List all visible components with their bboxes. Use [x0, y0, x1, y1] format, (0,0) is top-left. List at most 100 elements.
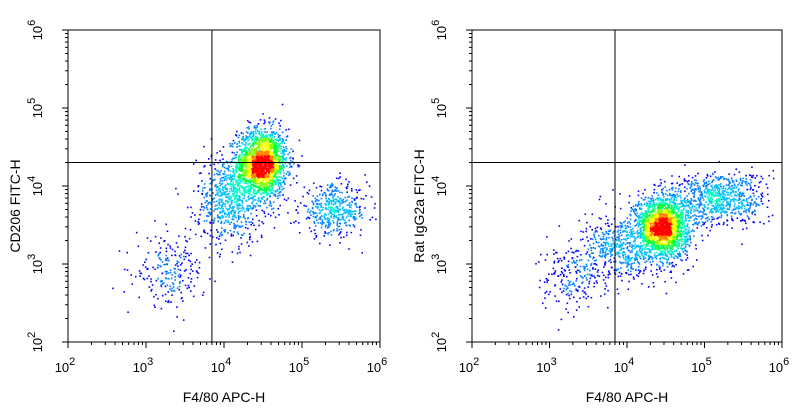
data-point	[230, 233, 233, 236]
data-point	[218, 182, 221, 184]
data-point	[652, 210, 655, 213]
data-point	[671, 233, 674, 236]
data-point	[248, 126, 250, 128]
data-point	[241, 166, 243, 168]
data-point	[262, 183, 265, 186]
data-point	[238, 207, 241, 209]
data-point	[269, 203, 272, 205]
data-point	[312, 195, 314, 197]
data-point	[268, 174, 270, 177]
data-point	[236, 179, 238, 182]
data-point	[265, 183, 267, 185]
data-point	[248, 128, 250, 130]
data-point	[329, 186, 331, 189]
data-point	[189, 229, 192, 231]
data-point	[653, 242, 656, 245]
data-point	[210, 229, 212, 232]
data-point	[311, 207, 314, 209]
data-point	[201, 192, 203, 195]
data-point	[672, 227, 675, 229]
data-point	[126, 251, 128, 254]
data-point	[248, 160, 251, 163]
data-point	[243, 232, 245, 235]
data-point	[245, 178, 248, 181]
data-point	[239, 174, 241, 177]
data-point	[244, 168, 247, 171]
data-point	[636, 216, 639, 218]
data-point	[247, 163, 249, 165]
data-point	[231, 177, 234, 180]
data-point	[326, 189, 329, 192]
data-point	[256, 126, 258, 128]
data-point	[688, 231, 691, 233]
data-point	[169, 271, 172, 274]
data-point	[277, 183, 280, 185]
data-point	[652, 225, 654, 227]
data-point	[682, 216, 684, 218]
data-point	[219, 204, 221, 207]
data-point	[675, 281, 677, 284]
data-point	[283, 175, 285, 177]
data-point	[330, 212, 332, 214]
data-point	[642, 258, 645, 260]
data-point	[667, 258, 670, 261]
data-point	[275, 131, 278, 134]
data-point	[266, 167, 268, 169]
data-point	[249, 134, 251, 137]
data-point	[202, 189, 204, 192]
data-point	[282, 154, 284, 157]
data-point	[216, 190, 219, 192]
data-point	[247, 136, 249, 139]
data-point	[252, 144, 255, 147]
data-point	[197, 272, 200, 274]
data-point	[144, 261, 146, 263]
data-point	[252, 149, 254, 151]
data-point	[257, 170, 259, 172]
data-point	[666, 255, 669, 257]
data-point	[218, 194, 220, 197]
data-point	[219, 195, 222, 197]
data-point	[277, 154, 280, 157]
data-point	[319, 217, 321, 219]
data-point	[238, 148, 241, 151]
data-point	[238, 204, 240, 207]
data-point	[252, 170, 255, 172]
data-point	[283, 150, 286, 152]
data-point	[237, 212, 240, 215]
data-point	[161, 272, 163, 275]
data-point	[221, 193, 223, 196]
data-point	[277, 165, 279, 168]
data-point	[228, 214, 231, 217]
data-point	[284, 183, 286, 185]
data-point	[250, 165, 252, 167]
data-point	[202, 294, 204, 296]
data-point	[314, 216, 316, 219]
data-point	[628, 234, 630, 237]
data-point	[224, 188, 227, 190]
data-point	[665, 226, 667, 228]
data-point	[289, 157, 291, 160]
data-point	[250, 131, 252, 134]
data-point	[664, 193, 667, 195]
data-point	[221, 194, 223, 197]
data-point	[317, 206, 319, 208]
data-point	[328, 194, 331, 197]
data-point	[347, 196, 349, 198]
data-point	[677, 257, 679, 259]
data-point	[654, 184, 656, 187]
data-point	[220, 220, 223, 223]
data-point	[238, 179, 240, 181]
data-point	[279, 172, 281, 175]
data-point	[235, 190, 237, 193]
data-point	[260, 177, 263, 180]
data-point	[667, 241, 669, 244]
data-point	[230, 212, 232, 215]
data-point	[659, 257, 662, 259]
data-point	[273, 179, 275, 182]
data-point	[668, 216, 670, 218]
data-point	[335, 190, 338, 192]
data-point	[657, 217, 660, 219]
data-point	[265, 168, 268, 171]
data-point	[682, 247, 685, 250]
data-point	[319, 211, 322, 213]
